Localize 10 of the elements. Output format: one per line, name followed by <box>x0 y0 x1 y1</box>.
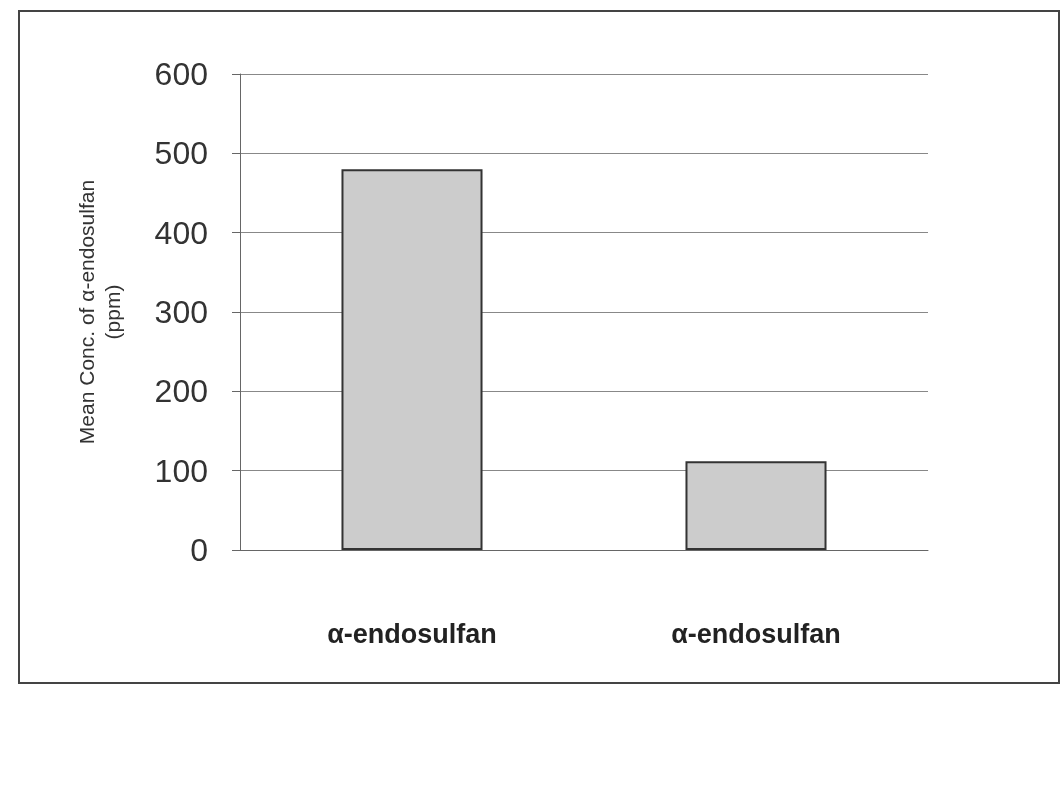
y-axis-title: Mean Conc. of α-endosulfan (ppm) <box>74 179 124 445</box>
y-tick-label: 300 <box>154 294 208 330</box>
y-tick-label: 400 <box>154 214 208 251</box>
y-tick-label: 100 <box>154 452 208 489</box>
x-tick-label: α-endosulfan <box>671 618 841 649</box>
x-tick-label: α-endosulfan <box>327 618 497 649</box>
y-tick-label: 600 <box>154 56 208 92</box>
y-tick-label: 200 <box>154 373 208 410</box>
y-tick-label: 0 <box>190 532 208 568</box>
y-tick-label: 500 <box>154 135 208 172</box>
